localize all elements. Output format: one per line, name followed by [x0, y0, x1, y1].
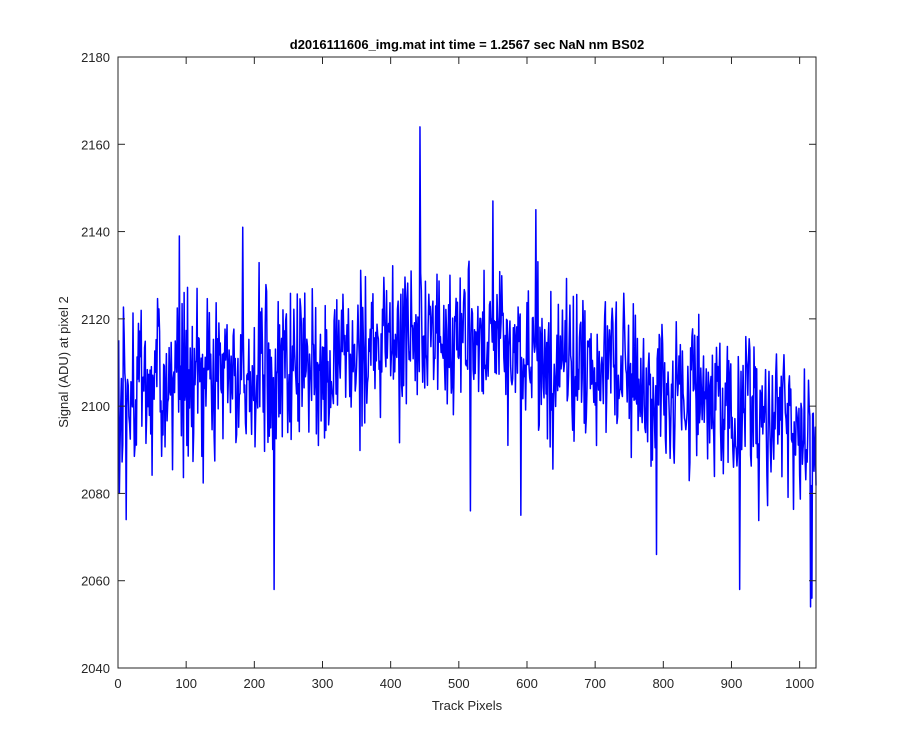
x-tick-label: 800: [652, 676, 674, 691]
y-tick-label: 2140: [81, 225, 110, 240]
x-tick-label: 300: [312, 676, 334, 691]
y-tick-label: 2100: [81, 399, 110, 414]
y-axis-label: Signal (ADU) at pixel 2: [56, 296, 71, 428]
y-tick-label: 2060: [81, 574, 110, 589]
y-tick-label: 2160: [81, 137, 110, 152]
y-tick-label: 2040: [81, 661, 110, 676]
x-tick-label: 400: [380, 676, 402, 691]
x-tick-label: 0: [114, 676, 121, 691]
signal-series-line: [117, 126, 817, 608]
axes-box: [117, 56, 817, 669]
y-axis: 2040 2060 2080 2100 2120 2140 2160 2180: [81, 50, 816, 676]
x-tick-label: 600: [516, 676, 538, 691]
y-tick-label: 2080: [81, 486, 110, 501]
x-axis: 0 100 200 300 400 500 600 700 800 900 1000: [114, 57, 814, 691]
y-tick-label: 2180: [81, 50, 110, 65]
x-axis-label: Track Pixels: [432, 698, 503, 713]
x-tick-label: 1000: [785, 676, 814, 691]
x-tick-label: 100: [175, 676, 197, 691]
chart-title: d2016111606_img.mat int time = 1.2567 se…: [290, 37, 644, 52]
x-tick-label: 900: [721, 676, 743, 691]
plot-area: [117, 126, 817, 608]
x-tick-label: 200: [243, 676, 265, 691]
y-tick-label: 2120: [81, 312, 110, 327]
x-tick-label: 500: [448, 676, 470, 691]
x-tick-label: 700: [584, 676, 606, 691]
